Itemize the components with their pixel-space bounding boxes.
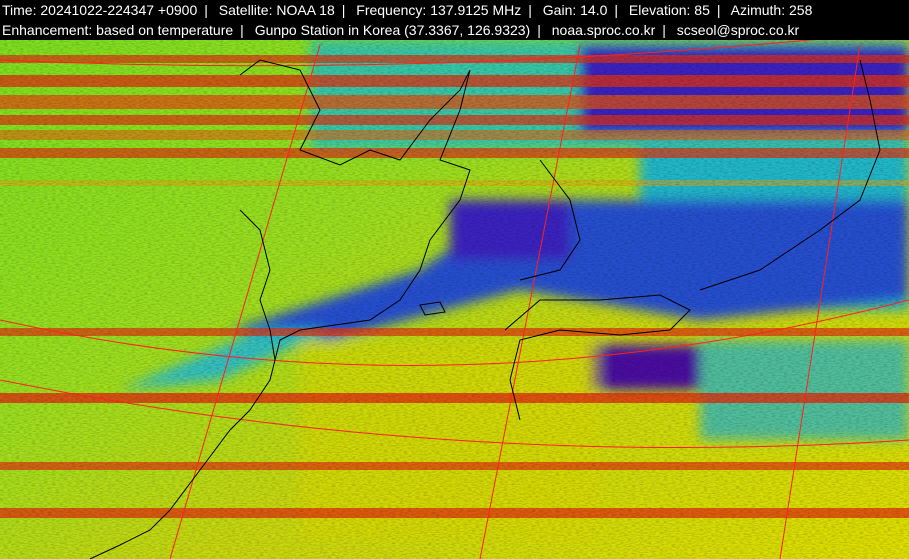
info-header: Time: 20241022-224347 +0900 | Satellite: … — [0, 0, 909, 40]
station-text: Gunpo Station in Korea (37.3367, 126.932… — [254, 22, 531, 38]
separator: | — [528, 2, 532, 18]
satellite-image — [0, 40, 909, 559]
email-text: scseol@sproc.co.kr — [676, 22, 800, 38]
coast-path — [239, 209, 276, 361]
coast-path — [504, 294, 691, 421]
coastline — [89, 59, 881, 559]
separator: | — [341, 2, 346, 18]
separator: | — [537, 22, 541, 38]
frequency-text: Frequency: 137.9125 MHz — [356, 2, 522, 18]
gain-text: Gain: 14.0 — [542, 2, 608, 18]
separator: | — [240, 22, 244, 38]
header-line-2: Enhancement: based on temperature | Gunpo… — [2, 20, 909, 40]
separator: | — [204, 2, 208, 18]
separator: | — [614, 2, 619, 18]
coast-path — [519, 159, 581, 281]
grid-line — [0, 299, 909, 366]
separator: | — [716, 2, 721, 18]
coast-path — [419, 301, 446, 316]
elevation-text: Elevation: 85 — [628, 2, 710, 18]
header-line-1: Time: 20241022-224347 +0900 | Satellite: … — [2, 0, 909, 20]
separator: | — [662, 22, 666, 38]
lat-lon-grid — [0, 40, 909, 559]
azimuth-text: Azimuth: 258 — [730, 2, 813, 18]
time-text: Time: 20241022-224347 +0900 — [2, 2, 198, 18]
grid-line — [0, 379, 909, 448]
grid-line — [779, 44, 861, 559]
grid-line — [479, 44, 581, 559]
coast-path — [699, 59, 881, 291]
grid-line — [169, 44, 321, 559]
website-text: noaa.sproc.co.kr — [551, 22, 656, 38]
image-layers — [0, 40, 909, 559]
grid-line — [0, 40, 816, 67]
coast-path — [89, 59, 471, 559]
satellite-text: Satellite: NOAA 18 — [218, 2, 335, 18]
enhancement-text: Enhancement: based on temperature — [2, 22, 234, 38]
